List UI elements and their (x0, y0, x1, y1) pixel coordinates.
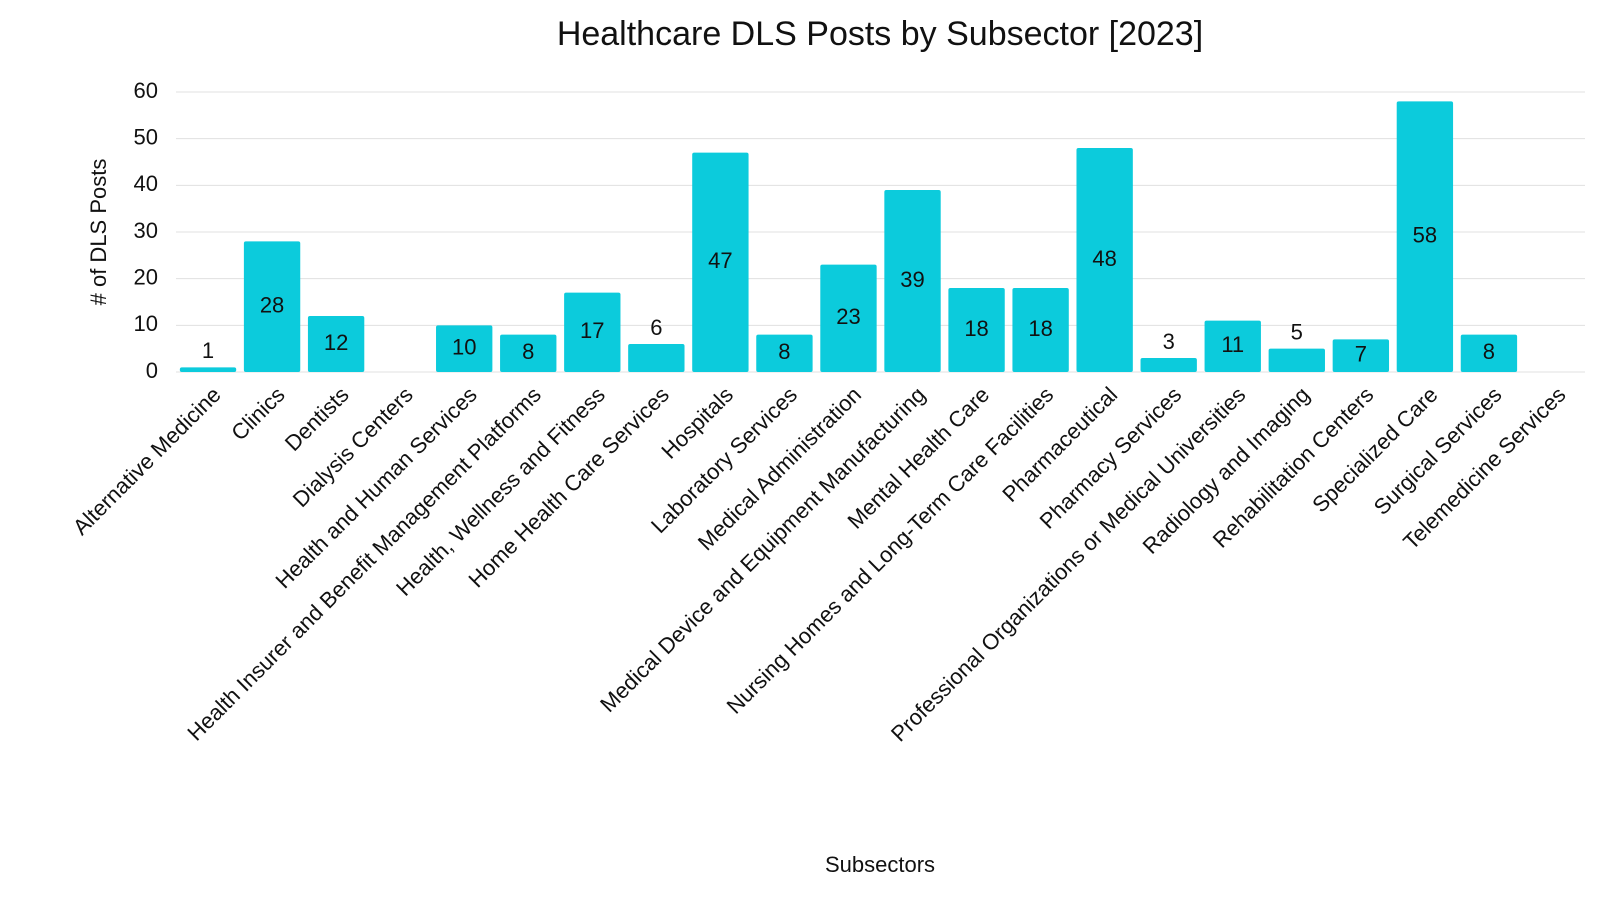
bar (1076, 148, 1133, 372)
bar (820, 264, 877, 372)
value-label: 7 (1355, 341, 1367, 366)
bar (1012, 288, 1069, 372)
bar (1204, 320, 1261, 372)
y-tick-label: 40 (134, 171, 158, 196)
x-tick-label: Clinics (226, 382, 289, 445)
value-label: 8 (522, 339, 534, 364)
value-label: 6 (650, 315, 662, 340)
value-label: 58 (1413, 222, 1437, 247)
bar (628, 344, 685, 372)
bar (884, 190, 941, 372)
bar (564, 292, 621, 372)
value-label: 48 (1092, 246, 1116, 271)
chart-title: Healthcare DLS Posts by Subsector [2023] (557, 15, 1203, 53)
value-label: 8 (1483, 339, 1495, 364)
x-tick-label: Pharmaceutical (997, 382, 1122, 507)
value-label: 8 (778, 339, 790, 364)
bar (1332, 339, 1390, 372)
y-axis-label: # of DLS Posts (86, 159, 111, 306)
x-tick-label: Alternative Medicine (68, 382, 226, 540)
y-tick-label: 0 (146, 358, 158, 383)
bar (179, 367, 237, 372)
value-label: 39 (900, 267, 924, 292)
bar (1140, 358, 1197, 372)
y-tick-label: 60 (134, 78, 158, 103)
bar (1460, 334, 1518, 372)
bar (948, 288, 1005, 372)
bar (1396, 101, 1454, 372)
y-tick-label: 10 (134, 311, 158, 336)
value-label: 12 (324, 330, 348, 355)
bar (756, 334, 813, 372)
value-label: 3 (1163, 329, 1175, 354)
value-label: 5 (1291, 319, 1303, 344)
bar (500, 334, 557, 372)
y-tick-label: 50 (134, 124, 158, 149)
value-label: 28 (260, 292, 284, 317)
bar (1268, 348, 1325, 372)
x-axis-label: Subsectors (825, 852, 935, 877)
bar (307, 316, 365, 372)
value-label: 17 (580, 318, 604, 343)
value-label: 47 (708, 248, 732, 273)
value-label: 10 (452, 334, 476, 359)
value-label: 11 (1221, 332, 1244, 357)
y-tick-label: 30 (134, 218, 158, 243)
value-label: 1 (202, 338, 214, 363)
y-tick-label: 20 (134, 264, 158, 289)
bar (436, 325, 493, 372)
value-label: 18 (964, 316, 988, 341)
bar (692, 152, 749, 372)
bar (243, 241, 301, 372)
value-label: 18 (1028, 316, 1052, 341)
value-label: 23 (836, 304, 860, 329)
